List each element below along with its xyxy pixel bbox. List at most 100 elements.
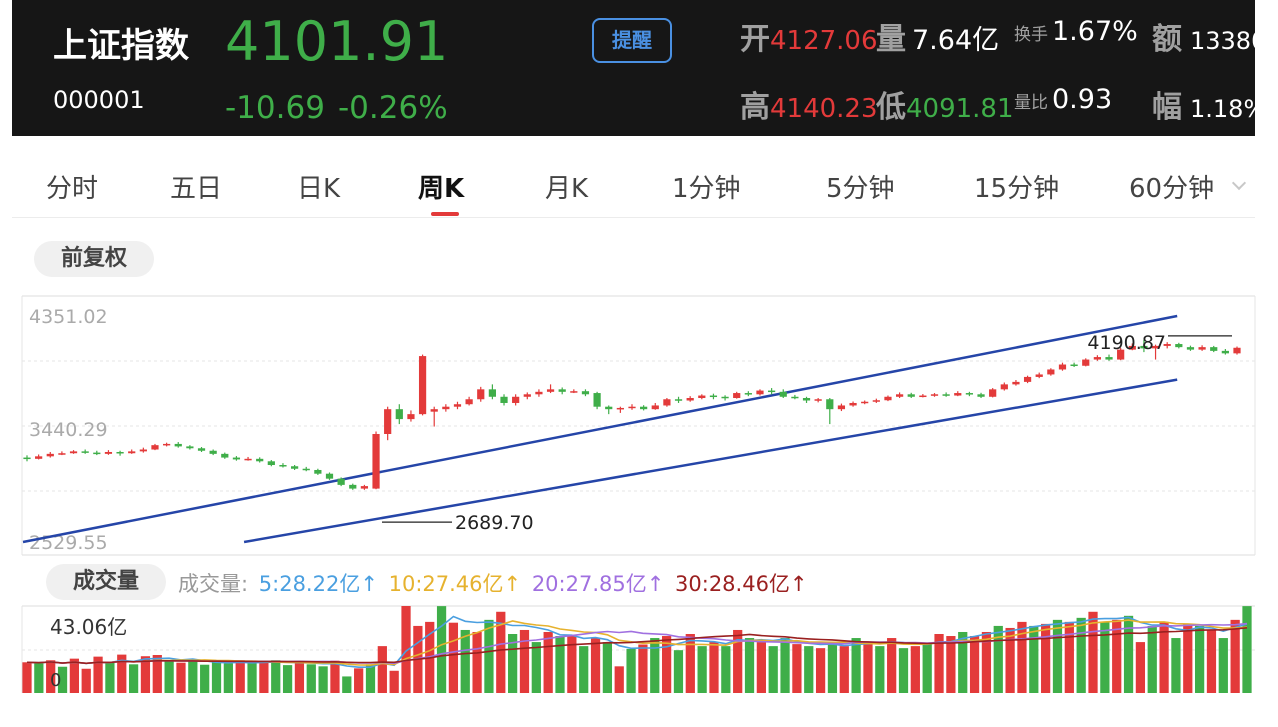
trend-channel-line xyxy=(22,314,1178,544)
volume-bar xyxy=(1029,625,1039,693)
volume-bar xyxy=(105,662,115,693)
volume-bar xyxy=(117,654,127,693)
candle-body xyxy=(1035,374,1043,377)
candle-body xyxy=(919,395,927,398)
tab-weekly-k[interactable]: 周K xyxy=(418,174,465,204)
candle-body xyxy=(372,433,380,489)
active-tab-indicator xyxy=(431,212,459,216)
candle-body xyxy=(69,451,78,454)
volume-bar xyxy=(1064,621,1074,693)
volume-bar xyxy=(1242,606,1252,693)
price-change-percent: -0.26% xyxy=(338,90,448,126)
candle-body xyxy=(1000,384,1008,390)
candle-body xyxy=(430,409,438,412)
volume-bar xyxy=(1112,619,1122,693)
candle-body xyxy=(407,414,415,420)
volume-bar xyxy=(235,660,245,693)
volume-bar xyxy=(875,646,885,693)
candle-body xyxy=(651,405,659,410)
candle-body xyxy=(581,391,590,395)
volume-bar xyxy=(1159,621,1169,693)
volume-ma5: 5:28.22亿↑ xyxy=(258,572,378,596)
candle-body xyxy=(884,396,892,401)
tab-5-minute[interactable]: 5分钟 xyxy=(826,174,895,204)
volratio-label: 量比 xyxy=(1014,93,1048,113)
candle-body xyxy=(837,405,846,410)
volume-bar xyxy=(946,636,956,693)
turnover-stat: 换手 1.67% xyxy=(1014,16,1138,47)
adjust-mode-button[interactable]: 前复权 xyxy=(34,241,154,277)
volume-bar xyxy=(34,663,44,693)
candle-body xyxy=(232,457,241,460)
candle-body xyxy=(1210,347,1218,351)
tab-1-minute[interactable]: 1分钟 xyxy=(672,174,741,204)
volume-value: 7.64亿 xyxy=(912,25,1000,56)
tab-15-minute[interactable]: 15分钟 xyxy=(974,174,1060,204)
candle-body xyxy=(1047,369,1055,375)
volume-bar xyxy=(958,631,968,693)
volume-bar xyxy=(519,629,530,693)
volume-bar xyxy=(271,660,281,693)
volume-bar xyxy=(602,642,613,693)
volume-bar xyxy=(1052,619,1063,693)
volume-bar xyxy=(626,648,636,693)
volume-bar xyxy=(460,629,470,693)
candle-body xyxy=(477,389,485,400)
candle-body xyxy=(488,389,496,397)
volume-ma20: 20:27.85亿↑ xyxy=(531,572,665,596)
tab-monthly-k[interactable]: 月K xyxy=(545,174,589,204)
low-value: 4091.81 xyxy=(906,94,1014,124)
candle-body xyxy=(826,399,834,410)
candle-body xyxy=(1012,381,1020,385)
candle-body xyxy=(593,393,601,407)
candle-body xyxy=(733,393,741,399)
volume-bar xyxy=(1230,619,1240,693)
volume-bar xyxy=(898,648,909,693)
candle-body xyxy=(325,473,334,479)
tab-intraday[interactable]: 分时 xyxy=(46,174,99,204)
volume-bar xyxy=(365,664,376,693)
volume-bar xyxy=(1195,625,1205,693)
candle-body xyxy=(442,406,450,410)
candle-body xyxy=(1105,357,1113,360)
volume-max-label: 43.06亿 xyxy=(50,615,127,639)
candle-body xyxy=(1163,344,1171,346)
volume-bar xyxy=(93,656,103,693)
y-tick-label: 4351.02 xyxy=(29,306,108,328)
volume-bar xyxy=(590,638,601,693)
candle-body xyxy=(186,446,194,449)
remind-button[interactable]: 提醒 xyxy=(592,18,672,63)
volume-bar xyxy=(176,662,186,693)
candle-body xyxy=(709,395,718,398)
candle-body xyxy=(1093,357,1101,360)
candle-body xyxy=(768,390,776,393)
volume-bar xyxy=(1017,621,1027,693)
volume-bar xyxy=(342,676,352,693)
candle-body xyxy=(546,389,555,392)
tab-five-day[interactable]: 五日 xyxy=(170,174,223,204)
candle-body xyxy=(139,449,147,452)
volume-bar xyxy=(1206,629,1217,693)
tab-daily-k[interactable]: 日K xyxy=(297,174,341,204)
candle-body xyxy=(418,356,427,415)
candle-body xyxy=(989,389,997,397)
candle-body xyxy=(779,391,787,397)
volume-bar xyxy=(223,663,233,693)
volume-bar xyxy=(768,646,778,693)
amplitude-value: 1.18% xyxy=(1190,95,1255,123)
tab-60-minute[interactable]: 60分钟 xyxy=(1129,174,1215,204)
volume-bar xyxy=(579,646,589,693)
open-stat: 开4127.06 xyxy=(740,14,878,58)
max-annotation-label: 4190.87 xyxy=(1087,332,1166,354)
volume-bar xyxy=(555,636,565,693)
candle-body xyxy=(686,398,694,401)
high-value: 4140.23 xyxy=(770,94,878,124)
volume-bar xyxy=(472,631,482,693)
volume-bar xyxy=(851,638,861,693)
volume-bar xyxy=(981,631,992,693)
volratio-stat: 量比 0.93 xyxy=(1014,84,1112,115)
candle-body xyxy=(512,396,520,403)
volume-bar xyxy=(81,668,91,693)
candle-body xyxy=(907,394,915,397)
volume-bar xyxy=(815,648,826,693)
